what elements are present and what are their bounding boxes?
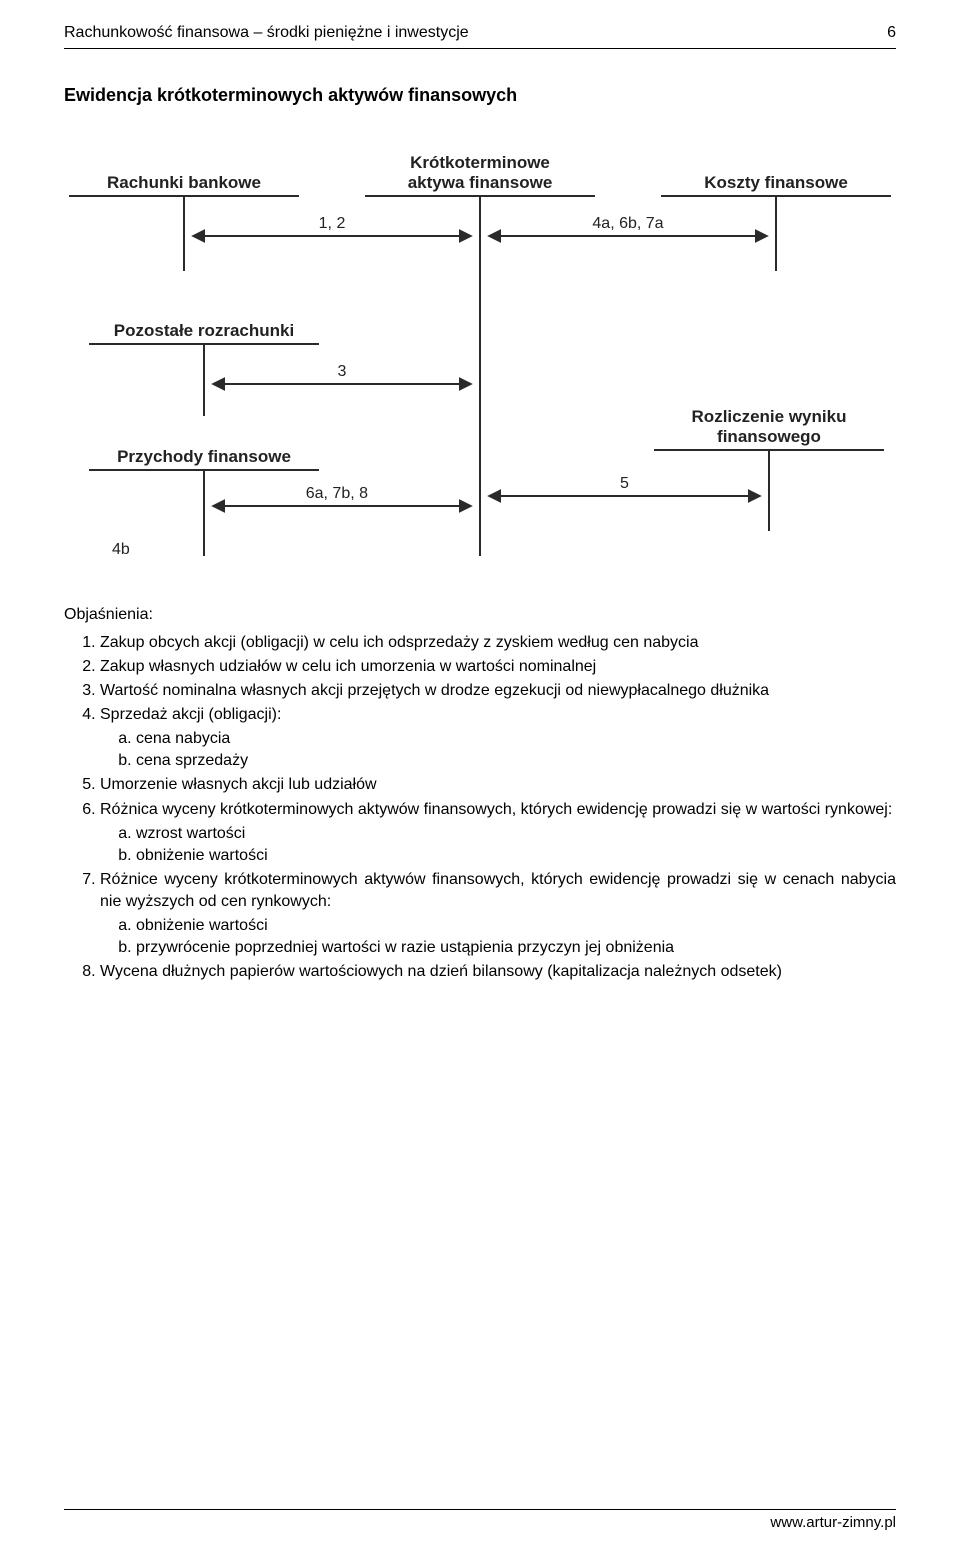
extra-label: 4b: [112, 541, 130, 558]
sub-list: wzrost wartościobniżenie wartości: [100, 823, 896, 867]
section-title: Ewidencja krótkoterminowych aktywów fina…: [64, 85, 896, 106]
sub-list-item: obniżenie wartości: [136, 915, 896, 937]
list-item-text: Różnice wyceny krótkoterminowych aktywów…: [100, 871, 896, 910]
page-footer: www.artur-zimny.pl: [64, 1509, 896, 1531]
list-item: Zakup obcych akcji (obligacji) w celu ic…: [100, 632, 896, 654]
accounting-diagram: Rachunki bankowe Krótkoterminoweaktywa fi…: [64, 136, 896, 566]
edge-label: 3: [338, 363, 347, 380]
list-item-text: Zakup obcych akcji (obligacji) w celu ic…: [100, 634, 699, 651]
account-label: Koszty finansowe: [704, 173, 848, 192]
account-label: Rozliczenie wyniku: [692, 407, 847, 426]
list-item: Wartość nominalna własnych akcji przejęt…: [100, 680, 896, 702]
sub-list-item: cena nabycia: [136, 728, 896, 750]
sub-list: cena nabyciacena sprzedaży: [100, 728, 896, 772]
account-label: Krótkoterminowe: [410, 153, 550, 172]
account-label: Pozostałe rozrachunki: [114, 321, 294, 340]
list-item-text: Sprzedaż akcji (obligacji):: [100, 706, 281, 723]
list-item-text: Wycena dłużnych papierów wartościowych n…: [100, 963, 782, 980]
explanations-list: Zakup obcych akcji (obligacji) w celu ic…: [64, 632, 896, 983]
account-label: Przychody finansowe: [117, 447, 291, 466]
list-item: Umorzenie własnych akcji lub udziałów: [100, 774, 896, 796]
list-item: Zakup własnych udziałów w celu ich umorz…: [100, 656, 896, 678]
edge-label: 4a, 6b, 7a: [592, 215, 663, 232]
sub-list-item: przywrócenie poprzedniej wartości w razi…: [136, 937, 896, 959]
list-item: Wycena dłużnych papierów wartościowych n…: [100, 961, 896, 983]
sub-list: obniżenie wartościprzywrócenie poprzedni…: [100, 915, 896, 959]
sub-list-item: cena sprzedaży: [136, 750, 896, 772]
footer-url: www.artur-zimny.pl: [770, 1514, 896, 1531]
edge-label: 1, 2: [319, 215, 346, 232]
list-item: Różnica wyceny krótkoterminowych aktywów…: [100, 799, 896, 867]
list-item-text: Wartość nominalna własnych akcji przejęt…: [100, 682, 769, 699]
list-item: Różnice wyceny krótkoterminowych aktywów…: [100, 869, 896, 959]
sub-list-item: wzrost wartości: [136, 823, 896, 845]
list-item-text: Zakup własnych udziałów w celu ich umorz…: [100, 658, 596, 675]
account-label: aktywa finansowe: [408, 173, 553, 192]
edge-label: 5: [620, 475, 629, 492]
page-number: 6: [866, 24, 896, 42]
page-header: Rachunkowość finansowa – środki pieniężn…: [64, 24, 896, 49]
t-account-diagram-svg: Rachunki bankowe Krótkoterminoweaktywa fi…: [64, 136, 896, 566]
edge-label: 6a, 7b, 8: [306, 485, 368, 502]
list-item-text: Umorzenie własnych akcji lub udziałów: [100, 776, 377, 793]
sub-list-item: obniżenie wartości: [136, 845, 896, 867]
header-title: Rachunkowość finansowa – środki pieniężn…: [64, 24, 866, 42]
list-item-text: Różnica wyceny krótkoterminowych aktywów…: [100, 801, 892, 818]
list-item: Sprzedaż akcji (obligacji): cena nabyciac…: [100, 704, 896, 772]
account-label: Rachunki bankowe: [107, 173, 261, 192]
document-page: Rachunkowość finansowa – środki pieniężn…: [0, 0, 960, 1559]
explanations-title: Objaśnienia:: [64, 606, 896, 624]
account-label: finansowego: [717, 427, 821, 446]
